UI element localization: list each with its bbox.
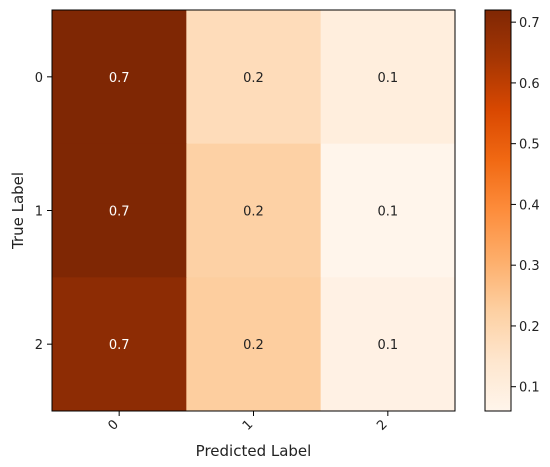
cell-value-label-1-1: 0.2 — [243, 205, 264, 220]
x-axis-label: Predicted Label — [196, 442, 312, 460]
cell-value-label-2-0: 0.7 — [109, 338, 130, 353]
heatmap-cell-1-2 — [320, 143, 456, 278]
cell-value-label-0-0: 0.7 — [109, 71, 130, 86]
cell-value-label-1-2: 0.1 — [377, 205, 398, 220]
heatmap-cell-1-0 — [52, 143, 187, 278]
cell-value-label-0-2: 0.1 — [377, 71, 398, 86]
colorbar-tick-label-6: 0.7 — [519, 16, 540, 31]
colorbar-tick-label-0: 0.1 — [519, 381, 540, 396]
colorbar-tick-label-5: 0.6 — [519, 77, 540, 92]
colorbar-tick-label-1: 0.2 — [519, 320, 540, 335]
heatmap-cell-0-1 — [186, 10, 322, 145]
x-axis-ticks: 0 1 2 — [106, 411, 391, 434]
colorbar — [485, 10, 511, 411]
y-tick-label-1: 1 — [35, 205, 43, 220]
heatmap-cells: 0.7 0.2 0.1 0.7 0.2 0.1 0.7 0.2 0.1 — [52, 10, 456, 412]
colorbar-tick-label-3: 0.4 — [519, 198, 540, 213]
heatmap-cell-1-1 — [186, 143, 322, 278]
y-axis-ticks: 0 1 2 — [35, 71, 52, 353]
heatmap-cell-0-0 — [52, 10, 187, 145]
heatmap-cell-2-2 — [320, 277, 456, 412]
colorbar-ticks: 0.1 0.2 0.3 0.4 0.5 0.6 0.7 — [511, 16, 540, 396]
cell-value-label-1-0: 0.7 — [109, 205, 130, 220]
heatmap-cell-2-0 — [52, 277, 187, 412]
y-tick-label-2: 2 — [35, 338, 43, 353]
cell-value-label-2-1: 0.2 — [243, 338, 264, 353]
x-tick-label-0: 0 — [106, 417, 122, 433]
colorbar-frame — [484, 9, 512, 412]
x-tick-label-1: 1 — [240, 417, 256, 433]
cell-value-label-0-1: 0.2 — [243, 71, 264, 86]
colorbar-tick-label-2: 0.3 — [519, 259, 540, 274]
y-tick-label-0: 0 — [35, 71, 43, 86]
cell-value-label-2-2: 0.1 — [377, 338, 398, 353]
colorbar-tick-label-4: 0.5 — [519, 138, 540, 153]
heatmap-cell-0-2 — [320, 10, 456, 145]
heatmap-cell-2-1 — [186, 277, 322, 412]
x-tick-label-2: 2 — [374, 417, 390, 433]
y-axis-label: True Label — [9, 172, 27, 250]
